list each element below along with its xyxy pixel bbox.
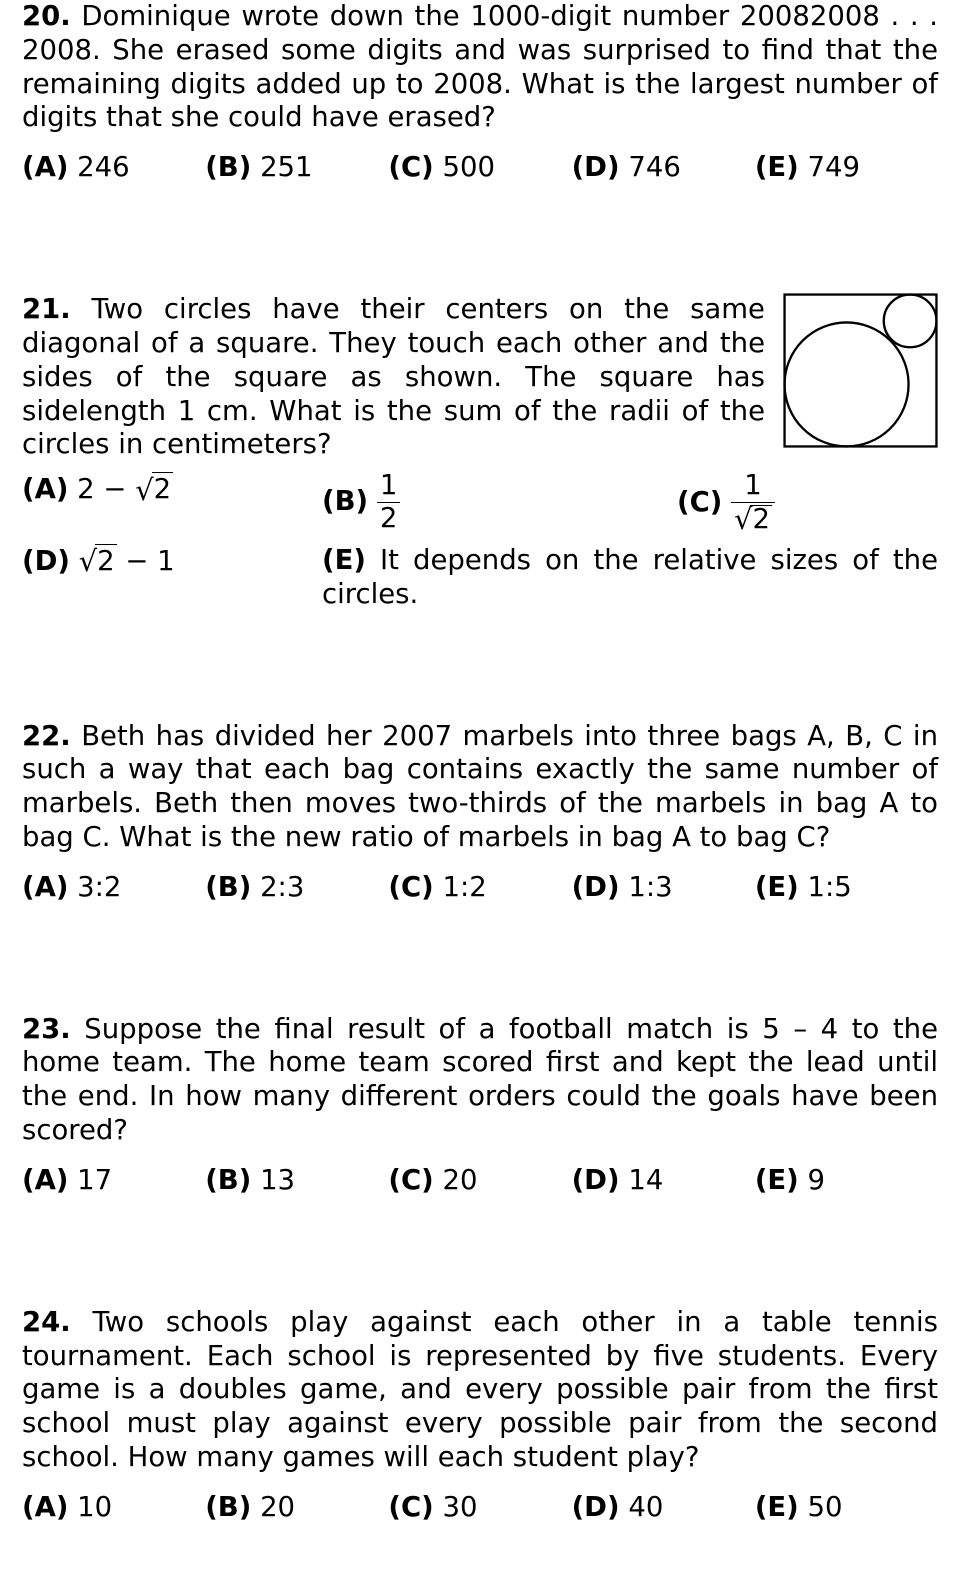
choices-row-1: (A) 2 − √2 (B) 12 (C) 1√2 [22, 472, 938, 534]
choice-e: (E) 1:5 [755, 871, 938, 905]
choices-row: (A) 246 (B) 251 (C) 500 (D) 746 (E) 749 [22, 151, 938, 185]
problem-number: 24. [22, 1306, 71, 1338]
choice-e: (E) 749 [755, 151, 938, 185]
problem-number: 22. [22, 720, 71, 752]
choice-a: (A) 3:2 [22, 871, 205, 905]
problem-text: Suppose the final result of a football m… [22, 1013, 938, 1146]
choice-b: (B) 12 [322, 472, 677, 534]
small-circle-icon [884, 295, 937, 348]
choice-d: (D) 746 [572, 151, 755, 185]
choice-a: (A) 246 [22, 151, 205, 185]
problem-text: Beth has divided her 2007 marbels into t… [22, 720, 938, 853]
problem-20: 20. Dominique wrote down the 1000-digit … [22, 0, 938, 185]
choice-b: (B) 13 [205, 1164, 388, 1198]
choice-c: (C) 500 [388, 151, 571, 185]
choice-c: (C) 1:2 [388, 871, 571, 905]
choice-d: (D) 40 [572, 1491, 755, 1525]
math-expr: 2 − √2 [77, 473, 173, 505]
choice-c: (C) 20 [388, 1164, 571, 1198]
math-frac: 1√2 [731, 472, 775, 534]
choice-d: (D) 14 [572, 1164, 755, 1198]
problem-text: Two schools play against each other in a… [22, 1306, 938, 1473]
problem-number: 23. [22, 1013, 71, 1045]
choices-row: (A) 17 (B) 13 (C) 20 (D) 14 (E) 9 [22, 1164, 938, 1198]
choice-c: (C) 1√2 [677, 472, 938, 534]
choice-d: (D) 1:3 [572, 871, 755, 905]
choice-e: (E) It depends on the relative sizes of … [322, 544, 938, 612]
choice-a: (A) 17 [22, 1164, 205, 1198]
math-expr: √2 − 1 [79, 545, 175, 577]
choices-row-2: (D) √2 − 1 (E) It depends on the relativ… [22, 544, 938, 612]
problem-23: 23. Suppose the final result of a footba… [22, 1013, 938, 1198]
square-icon [785, 295, 937, 447]
problem-21: 21. Two circles have their centers on th… [22, 293, 938, 612]
choices-row: (A) 10 (B) 20 (C) 30 (D) 40 (E) 50 [22, 1491, 938, 1525]
figure-svg [783, 293, 938, 448]
math-frac: 12 [377, 472, 401, 532]
choice-b: (B) 251 [205, 151, 388, 185]
problem-22: 22. Beth has divided her 2007 marbels in… [22, 720, 938, 905]
choice-d: (D) √2 − 1 [22, 544, 322, 612]
choice-a: (A) 2 − √2 [22, 472, 322, 534]
problem-number: 20. [22, 0, 71, 32]
choice-e: (E) 50 [755, 1491, 938, 1525]
choice-b: (B) 2:3 [205, 871, 388, 905]
choice-c: (C) 30 [388, 1491, 571, 1525]
choice-e: (E) 9 [755, 1164, 938, 1198]
problem-text: Dominique wrote down the 1000-digit numb… [22, 0, 938, 133]
problem-number: 21. [22, 293, 71, 325]
choice-a: (A) 10 [22, 1491, 205, 1525]
page: 20. Dominique wrote down the 1000-digit … [0, 0, 960, 1585]
problem-24: 24. Two schools play against each other … [22, 1306, 938, 1525]
big-circle-icon [785, 323, 909, 447]
choices-row: (A) 3:2 (B) 2:3 (C) 1:2 (D) 1:3 (E) 1:5 [22, 871, 938, 905]
choice-b: (B) 20 [205, 1491, 388, 1525]
problem-text: Two circles have their centers on the sa… [22, 293, 765, 460]
circles-in-square-figure [783, 293, 938, 457]
